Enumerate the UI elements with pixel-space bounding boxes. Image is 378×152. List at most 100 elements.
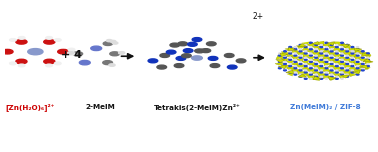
Polygon shape (321, 43, 331, 47)
Circle shape (341, 55, 343, 56)
Circle shape (351, 59, 354, 60)
Circle shape (325, 49, 328, 50)
Text: Time resolved XAS: Time resolved XAS (129, 120, 253, 133)
Polygon shape (327, 64, 336, 67)
Circle shape (346, 76, 349, 77)
Circle shape (294, 72, 296, 73)
Circle shape (341, 66, 343, 67)
Circle shape (305, 51, 307, 52)
Circle shape (346, 57, 349, 58)
Polygon shape (184, 53, 210, 61)
Circle shape (331, 61, 333, 62)
Polygon shape (318, 48, 327, 51)
Circle shape (320, 51, 322, 52)
Circle shape (310, 55, 312, 56)
Polygon shape (363, 54, 372, 58)
Polygon shape (311, 52, 321, 56)
Polygon shape (337, 50, 346, 54)
Circle shape (176, 56, 186, 60)
Polygon shape (276, 60, 285, 63)
Circle shape (361, 63, 364, 65)
Circle shape (336, 76, 338, 77)
Polygon shape (361, 53, 369, 56)
Polygon shape (327, 42, 335, 45)
Circle shape (9, 62, 16, 65)
Circle shape (367, 59, 369, 60)
Circle shape (294, 53, 296, 54)
Circle shape (119, 52, 125, 54)
Circle shape (28, 49, 43, 55)
Circle shape (346, 44, 349, 45)
Circle shape (356, 74, 359, 75)
Circle shape (351, 66, 354, 67)
Polygon shape (285, 73, 293, 76)
Circle shape (315, 44, 318, 45)
Circle shape (279, 68, 281, 69)
Circle shape (299, 55, 302, 56)
Circle shape (284, 51, 287, 52)
Circle shape (228, 65, 237, 69)
Circle shape (304, 59, 307, 60)
Circle shape (315, 57, 318, 58)
Circle shape (330, 63, 333, 65)
Circle shape (110, 40, 116, 43)
Circle shape (315, 51, 318, 52)
Circle shape (310, 72, 312, 73)
Polygon shape (313, 76, 321, 80)
Circle shape (310, 74, 312, 75)
Circle shape (320, 47, 323, 48)
Circle shape (346, 74, 348, 75)
Circle shape (109, 64, 115, 66)
Circle shape (341, 47, 343, 48)
Circle shape (299, 49, 302, 50)
Circle shape (325, 72, 328, 73)
Circle shape (341, 74, 343, 75)
Circle shape (362, 61, 364, 62)
Circle shape (279, 61, 281, 62)
Circle shape (299, 74, 302, 75)
Circle shape (289, 59, 291, 60)
Circle shape (335, 53, 338, 54)
Circle shape (305, 57, 307, 58)
Circle shape (367, 53, 369, 54)
Circle shape (325, 74, 328, 75)
Circle shape (284, 68, 286, 69)
Circle shape (310, 68, 312, 69)
Circle shape (320, 78, 323, 79)
Circle shape (304, 78, 307, 79)
Circle shape (299, 76, 302, 77)
Circle shape (341, 53, 343, 54)
Polygon shape (285, 61, 294, 64)
Polygon shape (349, 73, 358, 76)
Circle shape (346, 70, 349, 71)
Circle shape (294, 49, 297, 50)
Polygon shape (280, 53, 288, 57)
Polygon shape (332, 47, 342, 51)
Polygon shape (286, 70, 294, 74)
Polygon shape (311, 41, 319, 45)
Circle shape (315, 55, 317, 56)
Circle shape (356, 66, 359, 67)
Polygon shape (331, 41, 341, 45)
Circle shape (356, 53, 359, 54)
Text: Tetrakis(2-MeIM)Zn²⁺: Tetrakis(2-MeIM)Zn²⁺ (153, 104, 240, 111)
Polygon shape (278, 65, 286, 69)
Polygon shape (341, 70, 350, 75)
Polygon shape (365, 60, 374, 64)
Polygon shape (348, 47, 357, 50)
Circle shape (315, 70, 318, 71)
Circle shape (341, 59, 343, 60)
Circle shape (192, 38, 202, 41)
Polygon shape (364, 66, 373, 70)
Circle shape (310, 47, 312, 48)
Polygon shape (332, 60, 342, 64)
Circle shape (19, 64, 25, 67)
Circle shape (346, 63, 349, 65)
Circle shape (361, 70, 364, 71)
Polygon shape (291, 49, 300, 52)
Circle shape (330, 44, 333, 45)
Circle shape (160, 54, 170, 57)
Circle shape (16, 59, 27, 64)
Polygon shape (290, 62, 299, 66)
Circle shape (0, 52, 3, 55)
